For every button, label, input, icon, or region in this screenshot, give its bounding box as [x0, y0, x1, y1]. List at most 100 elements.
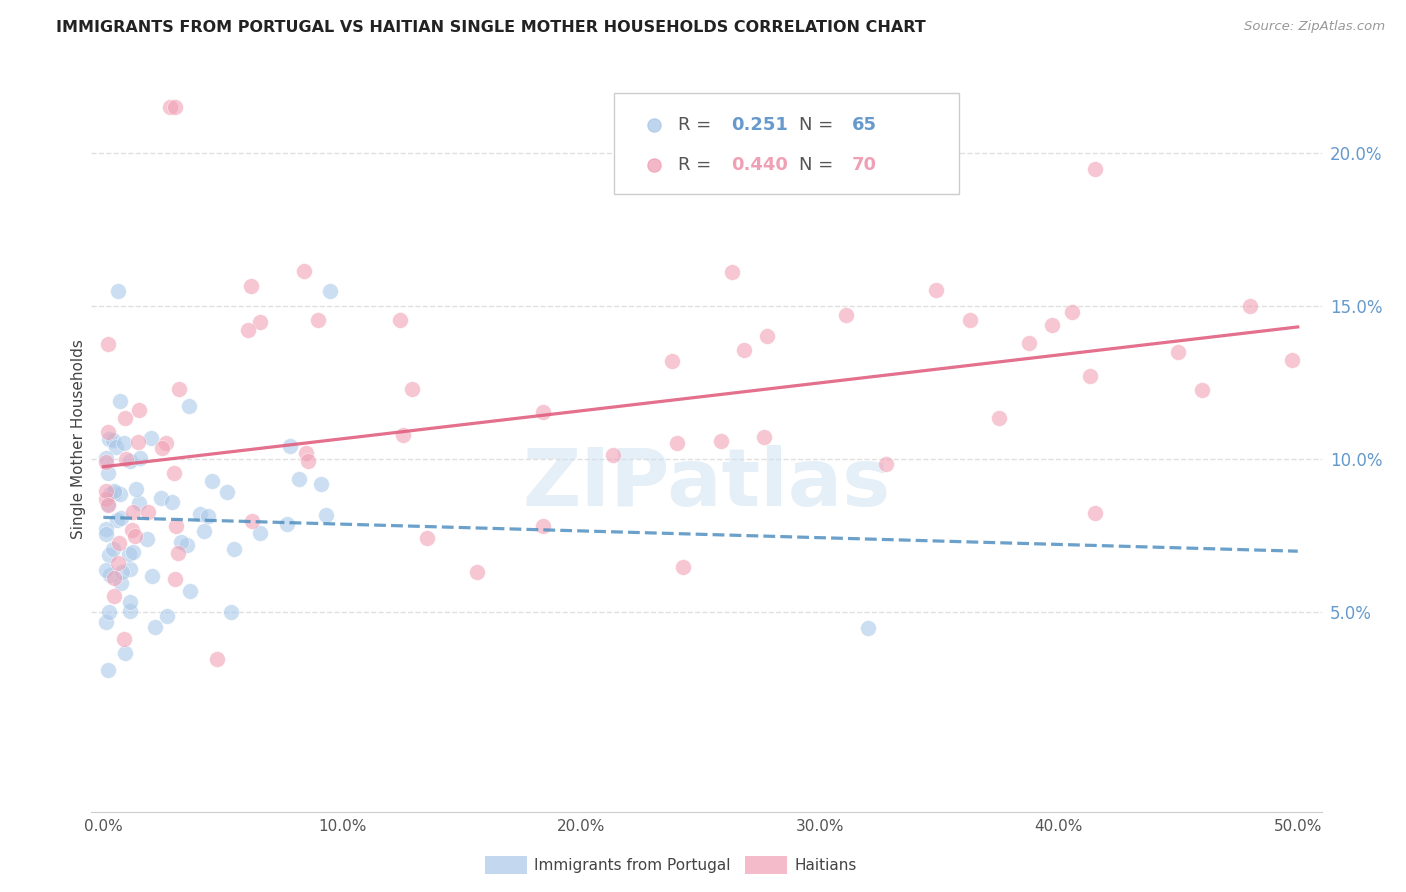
Point [249, 315, 271, 329]
Point [217, 484, 239, 499]
Point [287, 472, 309, 486]
Point [754, 430, 776, 444]
Text: Immigrants from Portugal: Immigrants from Portugal [534, 858, 731, 872]
Point [143, 620, 166, 634]
Point [97, 497, 120, 511]
Point [315, 508, 337, 522]
Y-axis label: Single Mother Households: Single Mother Households [70, 339, 86, 540]
Point [292, 263, 315, 277]
Point [925, 283, 948, 297]
Point [159, 100, 181, 114]
Point [105, 513, 128, 527]
Point [107, 284, 129, 298]
Point [94, 450, 117, 465]
Point [222, 541, 245, 556]
Point [177, 399, 200, 413]
Point [136, 532, 159, 546]
Point [103, 486, 125, 500]
Point [150, 441, 173, 455]
Point [97, 466, 120, 480]
Point [128, 403, 150, 417]
Point [531, 405, 554, 419]
Point [108, 393, 131, 408]
Point [136, 505, 159, 519]
Point [176, 537, 198, 551]
Point [219, 605, 242, 619]
Point [163, 100, 186, 114]
Point [124, 529, 146, 543]
FancyBboxPatch shape [614, 93, 959, 194]
Point [114, 411, 136, 425]
Point [307, 313, 329, 327]
Point [97, 425, 120, 440]
Point [309, 477, 332, 491]
Point [98, 548, 121, 562]
Point [1084, 506, 1107, 520]
Text: Haitians: Haitians [794, 858, 856, 872]
Point [167, 382, 190, 396]
Point [110, 575, 132, 590]
Point [666, 436, 689, 450]
Point [193, 524, 215, 538]
Text: IMMIGRANTS FROM PORTUGAL VS HAITIAN SINGLE MOTHER HOUSEHOLDS CORRELATION CHART: IMMIGRANTS FROM PORTUGAL VS HAITIAN SING… [56, 20, 927, 35]
Point [875, 457, 897, 471]
Point [710, 434, 733, 448]
Text: 0.251: 0.251 [731, 116, 787, 134]
Point [118, 604, 141, 618]
Text: N =: N = [799, 116, 839, 134]
Point [391, 428, 413, 442]
Point [96, 563, 118, 577]
Text: R =: R = [678, 116, 717, 134]
Point [94, 455, 117, 469]
Point [163, 466, 186, 480]
Point [1167, 345, 1189, 359]
Point [128, 496, 150, 510]
Point [111, 565, 134, 579]
Point [987, 411, 1010, 425]
Point [98, 487, 121, 501]
Point [121, 524, 143, 538]
Point [156, 608, 179, 623]
Point [1239, 299, 1261, 313]
Point [98, 432, 121, 446]
Point [120, 562, 142, 576]
Point [141, 568, 163, 582]
Point [97, 337, 120, 351]
Point [188, 507, 211, 521]
Point [959, 313, 981, 327]
Point [465, 565, 488, 579]
Point [94, 527, 117, 541]
Point [155, 436, 177, 450]
Point [94, 484, 117, 499]
Point [165, 572, 187, 586]
Point [107, 535, 129, 549]
Point [755, 328, 778, 343]
Point [94, 492, 117, 507]
Text: Source: ZipAtlas.com: Source: ZipAtlas.com [1244, 20, 1385, 33]
Point [112, 436, 135, 450]
Point [127, 435, 149, 450]
Point [201, 474, 224, 488]
Point [249, 525, 271, 540]
Point [118, 453, 141, 467]
Text: N =: N = [799, 156, 839, 174]
Point [103, 590, 125, 604]
Point [238, 322, 260, 336]
Point [856, 621, 879, 635]
Point [531, 519, 554, 533]
Point [733, 343, 755, 357]
Point [120, 595, 142, 609]
Point [150, 491, 173, 505]
Point [179, 583, 201, 598]
Point [672, 560, 695, 574]
Point [94, 522, 117, 536]
Point [114, 646, 136, 660]
Point [103, 484, 125, 499]
Bar [745, 856, 787, 874]
Point [205, 652, 228, 666]
Point [98, 567, 121, 582]
Text: 65: 65 [852, 116, 877, 134]
Point [167, 546, 190, 560]
Point [1191, 383, 1213, 397]
Point [1040, 318, 1063, 332]
